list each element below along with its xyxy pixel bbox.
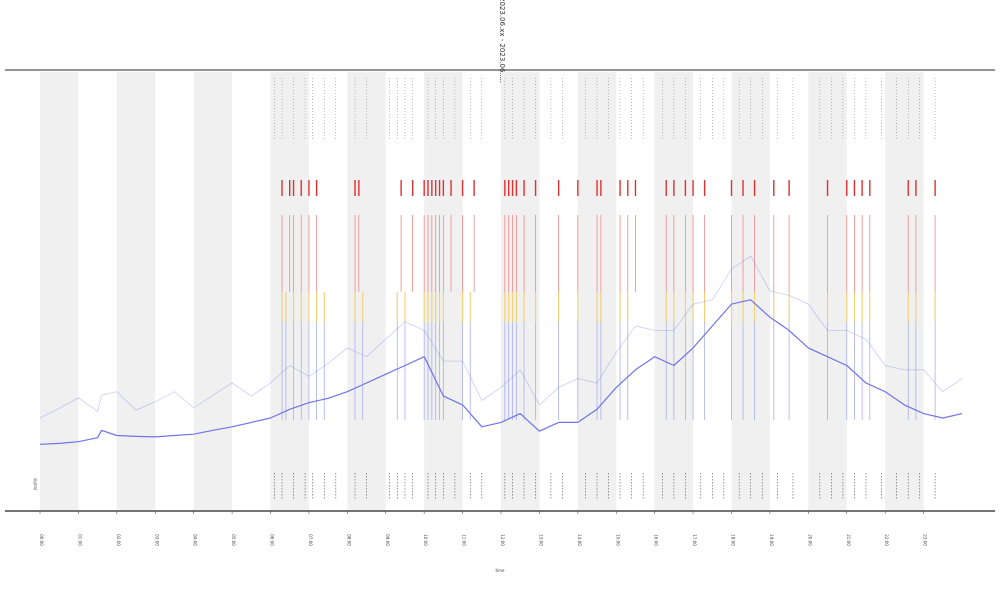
x-tick-label: 10:00 (423, 534, 428, 546)
legend-label: signal (33, 478, 38, 490)
x-tick-label: 12:00 (500, 534, 505, 546)
x-tick-label: 20:00 (807, 534, 812, 546)
x-tick-label: 07:00 (308, 534, 313, 546)
x-tick-label: 14:00 (577, 534, 582, 546)
shaded-band (347, 72, 386, 510)
x-tick-label: 02:00 (116, 534, 121, 546)
x-tick-label: 05:00 (231, 534, 236, 546)
x-tick-label: 21:00 (846, 534, 851, 546)
x-tick-label: 16:00 (654, 534, 659, 546)
shaded-bands (40, 72, 924, 510)
x-tick-label: 06:00 (270, 534, 275, 546)
x-tick-label: 17:00 (692, 534, 697, 546)
shaded-band (731, 72, 770, 510)
shaded-band (193, 72, 233, 510)
x-tick-label: 01:00 (77, 534, 82, 546)
x-tick-label: 23:00 (923, 534, 928, 546)
x-tick-label: 13:00 (538, 534, 543, 546)
shaded-band (40, 72, 79, 510)
x-axis-ticks: 00:00 01:00 02:00 03:00 04:00 05:00 06:00 07:00… (39, 511, 928, 546)
series-line (39, 299, 963, 445)
series-noise (39, 255, 963, 419)
series-layer (39, 255, 963, 445)
x-tick-label: 11:00 (462, 534, 467, 546)
shaded-band (501, 72, 540, 510)
shaded-band (116, 72, 156, 510)
x-tick-label: 18:00 (731, 534, 736, 546)
x-tick-label: 03:00 (154, 534, 159, 546)
x-axis-label: time (495, 568, 505, 573)
x-tick-label: 22:00 (884, 534, 889, 546)
x-tick-label: 08:00 (346, 534, 351, 546)
chart-title: 2023.06.xx - 2023.06.xx (498, 0, 506, 83)
x-tick-label: 04:00 (193, 534, 198, 546)
x-tick-label: 00:00 (39, 534, 44, 546)
x-tick-label: 09:00 (385, 534, 390, 546)
shaded-band (885, 72, 924, 510)
x-tick-label: 19:00 (769, 534, 774, 546)
x-tick-label: 15:00 (615, 534, 620, 546)
spike-rows (274, 78, 936, 500)
